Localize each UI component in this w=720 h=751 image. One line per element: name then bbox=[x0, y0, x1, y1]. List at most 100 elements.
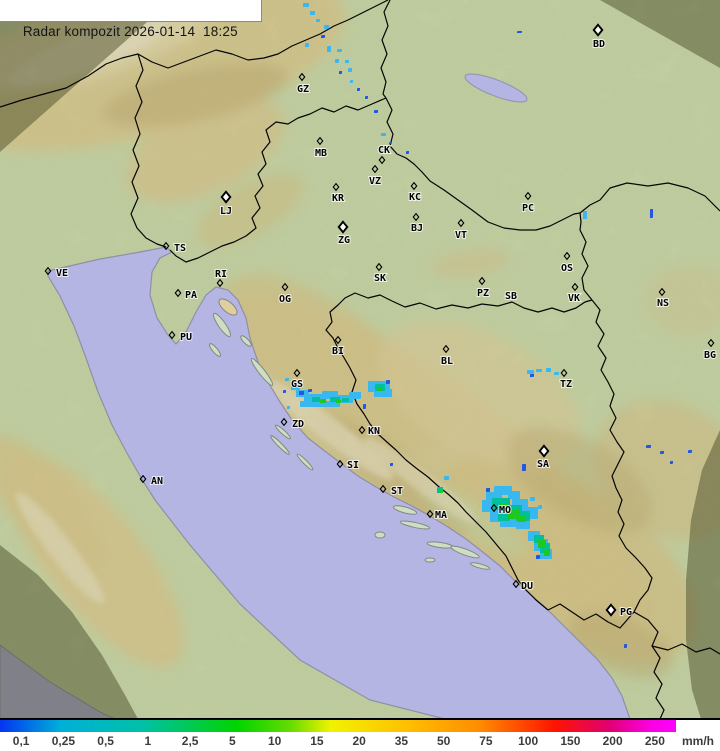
border-drina bbox=[591, 299, 653, 613]
radar-echo-cell bbox=[444, 476, 449, 480]
station-label-st: ST bbox=[391, 486, 403, 497]
station-marker-kn bbox=[358, 425, 366, 435]
legend-labels: 0,1 0,25 0,5 1 2,5 5 10 15 20 35 50 75 100 150 200 250 m… bbox=[0, 732, 720, 751]
radar-echo-cell bbox=[312, 397, 320, 402]
station-marker-pu bbox=[168, 330, 176, 340]
station-marker-bi bbox=[334, 335, 342, 345]
station-marker-sk bbox=[375, 262, 383, 272]
lake-balaton bbox=[464, 73, 528, 103]
radar-echo-cell bbox=[406, 151, 409, 154]
radar-echo-cell bbox=[381, 133, 386, 136]
legend-unit: mm/h bbox=[681, 734, 715, 748]
legend-value: 1 bbox=[144, 734, 152, 748]
station-marker-mb bbox=[316, 136, 324, 146]
radar-echo-cell bbox=[378, 388, 382, 391]
radar-echo-cell bbox=[624, 644, 627, 648]
border-hungary-croatia-drava bbox=[385, 97, 581, 231]
station-label-si: SI bbox=[347, 460, 359, 471]
border-montenegro-albania bbox=[633, 611, 665, 719]
legend-value: 200 bbox=[602, 734, 623, 748]
station-label-mb: MB bbox=[315, 148, 327, 159]
legend-value: 50 bbox=[436, 734, 451, 748]
legend-value: 20 bbox=[352, 734, 366, 748]
station-label-zg: ZG bbox=[338, 235, 350, 246]
station-label-bg: BG bbox=[704, 350, 716, 361]
coverage-edge-overlay bbox=[0, 0, 720, 719]
stations-layer: GZ BD MB CK VZ KR KC LJ BJ ZG PC VT TS OS RI PA OG SK PZ SB… bbox=[44, 23, 717, 619]
radar-echo-cell bbox=[670, 461, 673, 464]
station-marker-vk bbox=[571, 282, 579, 292]
map-title: Radar kompozit 2026-01-14 18:25 bbox=[22, 24, 238, 39]
station-marker-si bbox=[336, 459, 344, 469]
station-label-ve: VE bbox=[56, 268, 68, 279]
radar-echo-cell bbox=[650, 209, 653, 218]
legend-value: 35 bbox=[394, 734, 409, 748]
radar-echo-cell bbox=[660, 451, 664, 454]
radar-echo-cell bbox=[357, 88, 360, 91]
radar-echo-cell bbox=[287, 406, 290, 409]
sea-layer bbox=[0, 73, 631, 719]
station-label-ri: RI bbox=[215, 269, 227, 280]
border-croatia-serbia bbox=[579, 212, 593, 301]
border-italy-slovenia bbox=[130, 53, 167, 248]
border-montenegro-bosnia bbox=[547, 603, 635, 629]
station-label-gs: GS bbox=[291, 379, 303, 390]
station-label-ck: CK bbox=[378, 145, 390, 156]
radar-echo-cell bbox=[285, 378, 289, 381]
radar-echo-cell bbox=[283, 390, 286, 393]
legend-value: 250 bbox=[644, 734, 665, 748]
station-label-gz: GZ bbox=[297, 84, 309, 95]
station-marker-os bbox=[563, 251, 571, 261]
station-label-tz: TZ bbox=[560, 379, 572, 390]
station-label-kn: KN bbox=[368, 426, 380, 437]
radar-echo-cell bbox=[518, 515, 526, 522]
station-label-og: OG bbox=[279, 294, 291, 305]
station-label-os: OS bbox=[561, 263, 573, 274]
station-marker-ts bbox=[162, 241, 170, 251]
station-marker-zg bbox=[337, 220, 349, 234]
radar-echo-cell bbox=[348, 68, 352, 72]
radar-echo-cell bbox=[336, 400, 341, 403]
station-marker-bg bbox=[707, 338, 715, 348]
station-label-bi: BI bbox=[332, 346, 344, 357]
radar-echo-cell bbox=[554, 372, 559, 375]
station-marker-kc bbox=[410, 181, 418, 191]
station-marker-vt bbox=[457, 218, 465, 228]
legend-value: 5 bbox=[229, 734, 236, 748]
legend-value: 15 bbox=[310, 734, 324, 748]
radar-echo-cell bbox=[337, 49, 342, 52]
radar-echo-cell bbox=[335, 59, 339, 63]
station-label-pz: PZ bbox=[477, 288, 489, 299]
station-label-vt: VT bbox=[455, 230, 467, 241]
station-marker-ri bbox=[216, 278, 224, 288]
station-marker-og bbox=[281, 282, 289, 292]
border-hungary-west bbox=[380, 0, 391, 99]
station-marker-mo bbox=[490, 503, 498, 513]
radar-echo-cell bbox=[320, 399, 326, 403]
station-label-kc: KC bbox=[409, 192, 421, 203]
radar-echo-cell bbox=[646, 445, 651, 448]
border-slovenia-croatia bbox=[169, 97, 387, 263]
station-marker-ma bbox=[426, 509, 434, 519]
legend-value: 100 bbox=[518, 734, 539, 748]
border-kosovo bbox=[651, 643, 720, 655]
station-label-pg: PG bbox=[620, 607, 632, 618]
station-marker-pa bbox=[174, 288, 182, 298]
station-label-bl: BL bbox=[441, 356, 453, 367]
station-label-pu: PU bbox=[180, 332, 192, 343]
radar-echo-cell bbox=[365, 96, 368, 99]
radar-echo-cell bbox=[374, 110, 378, 113]
radar-echo-cell bbox=[321, 35, 325, 38]
station-marker-gs bbox=[293, 368, 301, 378]
station-marker-pg bbox=[605, 603, 617, 617]
radar-echo-cell bbox=[688, 450, 692, 453]
station-label-bj: BJ bbox=[411, 223, 423, 234]
station-marker-bd bbox=[592, 23, 604, 37]
radar-echo-cell bbox=[375, 384, 385, 391]
radar-echo-cell bbox=[530, 374, 534, 377]
station-marker-an bbox=[139, 474, 147, 484]
station-label-an: AN bbox=[151, 476, 163, 487]
radar-echo-cell bbox=[583, 211, 587, 219]
station-label-ts: TS bbox=[174, 243, 186, 254]
